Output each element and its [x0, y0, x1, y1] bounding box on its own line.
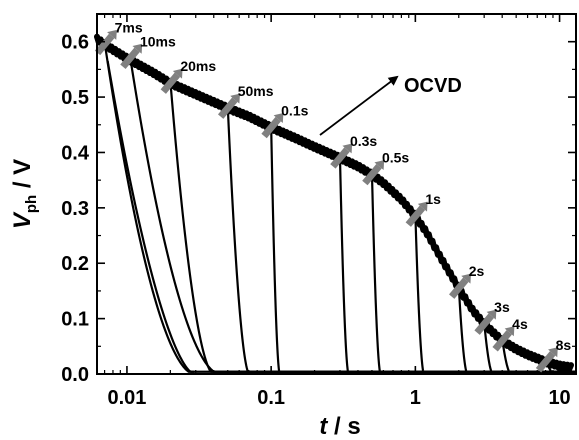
pulse-label: 4s — [512, 316, 528, 332]
series-transient-20ms — [169, 80, 576, 373]
series-transient-4s — [501, 338, 576, 373]
pulse-marker-head — [417, 201, 428, 212]
pulse-marker-10ms — [120, 43, 143, 69]
pulse-marker-0.1s — [261, 112, 284, 139]
pulse-marker-bar — [535, 351, 556, 373]
x-axis-label: t / s — [319, 413, 360, 440]
y-axis-sub: ph — [23, 195, 40, 213]
pulse-label: 10ms — [140, 33, 176, 49]
x-tick-label: 10 — [548, 387, 570, 409]
pulse-label: 0.5s — [382, 150, 409, 166]
pulse-marker-7ms — [94, 29, 117, 56]
pulse-label: 0.3s — [350, 133, 377, 149]
pulse-marker-0.3s — [330, 143, 353, 169]
pulse-label: 1s — [425, 191, 441, 207]
plot-frame — [96, 13, 577, 375]
pulse-marker-3s — [474, 309, 497, 335]
pulse-marker-head — [230, 93, 240, 104]
series-transient-50ms — [226, 105, 576, 373]
y-tick-label: 0.1 — [61, 309, 89, 331]
y-axis-label: Vph / V — [9, 159, 40, 229]
series-transient-1s — [414, 213, 576, 373]
pulse-label: 7ms — [115, 19, 143, 35]
pulse-marker-head — [548, 347, 558, 358]
pulse-marker-head — [486, 309, 497, 320]
series-transient-2s — [457, 285, 576, 373]
pulse-marker-8s — [535, 347, 558, 373]
pulse-marker-bar — [362, 163, 382, 186]
pulse-marker-bar — [120, 47, 140, 69]
x-tick-label: 0.01 — [107, 387, 146, 409]
pulse-marker-bar — [94, 33, 115, 56]
pulse-marker-50ms — [217, 93, 240, 119]
pulse-label: 20ms — [180, 58, 216, 74]
pulse-marker-head — [273, 112, 284, 123]
pulse-marker-4s — [492, 326, 515, 352]
series-transient-0.3s — [338, 155, 576, 373]
y-tick-label: 0.5 — [61, 87, 89, 109]
pulse-marker-head — [107, 29, 117, 40]
pulse-marker-head — [132, 43, 143, 54]
series-ocvd — [94, 33, 574, 373]
y-tick-label: 0.2 — [61, 253, 89, 275]
pulse-label: 50ms — [238, 83, 274, 99]
y-tick-label: 0.4 — [61, 142, 90, 164]
y-tick-label: 0.0 — [61, 364, 89, 386]
y-tick-label: 0.3 — [61, 198, 89, 220]
pulse-marker-bar — [449, 277, 469, 299]
pulse-marker-bar — [405, 205, 426, 227]
axis-ticks: 0.0 0.1 0.2 0.3 0.4 0.5 0.6 0.01 0.1 1 10 — [61, 14, 576, 409]
x-tick-label: 0.1 — [257, 387, 285, 409]
pulse-marker-bar — [261, 116, 281, 139]
pulse-marker-bar — [330, 147, 350, 169]
pulse-marker-head — [172, 68, 183, 79]
pulse-marker-head — [504, 326, 515, 337]
pulse-label: 2s — [469, 263, 485, 279]
x-tick-label: 1 — [410, 387, 421, 409]
pulse-marker-2s — [449, 273, 471, 299]
x-axis-unit: / s — [327, 413, 360, 440]
series-transient-7ms — [103, 42, 576, 373]
pulse-marker-0.5s — [362, 160, 385, 186]
series-transient-0.5s — [370, 172, 576, 373]
ocvd-arrow — [319, 75, 399, 136]
ocvd-annotation: OCVD — [404, 75, 462, 97]
series-transient-0.1s — [270, 125, 576, 373]
pulse-marker-head — [374, 160, 385, 171]
pulse-marker-bar — [160, 72, 181, 94]
series-transient-3s — [483, 321, 576, 373]
pulse-label: 8s — [556, 337, 572, 353]
y-tick-label: 0.6 — [61, 32, 89, 54]
pulse-marker-1s — [405, 201, 428, 227]
pulse-marker-bar — [492, 330, 512, 352]
y-axis-var: V — [9, 211, 36, 229]
x-axis-var: t — [319, 413, 328, 440]
pulse-marker-bar — [474, 313, 494, 335]
pulse-marker-20ms — [160, 68, 183, 94]
pulse-label: 3s — [494, 299, 510, 315]
pulse-label: 0.1s — [281, 103, 308, 119]
series-transient-7ms-alt — [106, 60, 195, 373]
y-axis-unit: / V — [9, 159, 36, 195]
pulse-marker-bar — [217, 97, 238, 119]
pulse-marker-head — [342, 143, 353, 154]
pulse-marker-head — [461, 273, 471, 284]
